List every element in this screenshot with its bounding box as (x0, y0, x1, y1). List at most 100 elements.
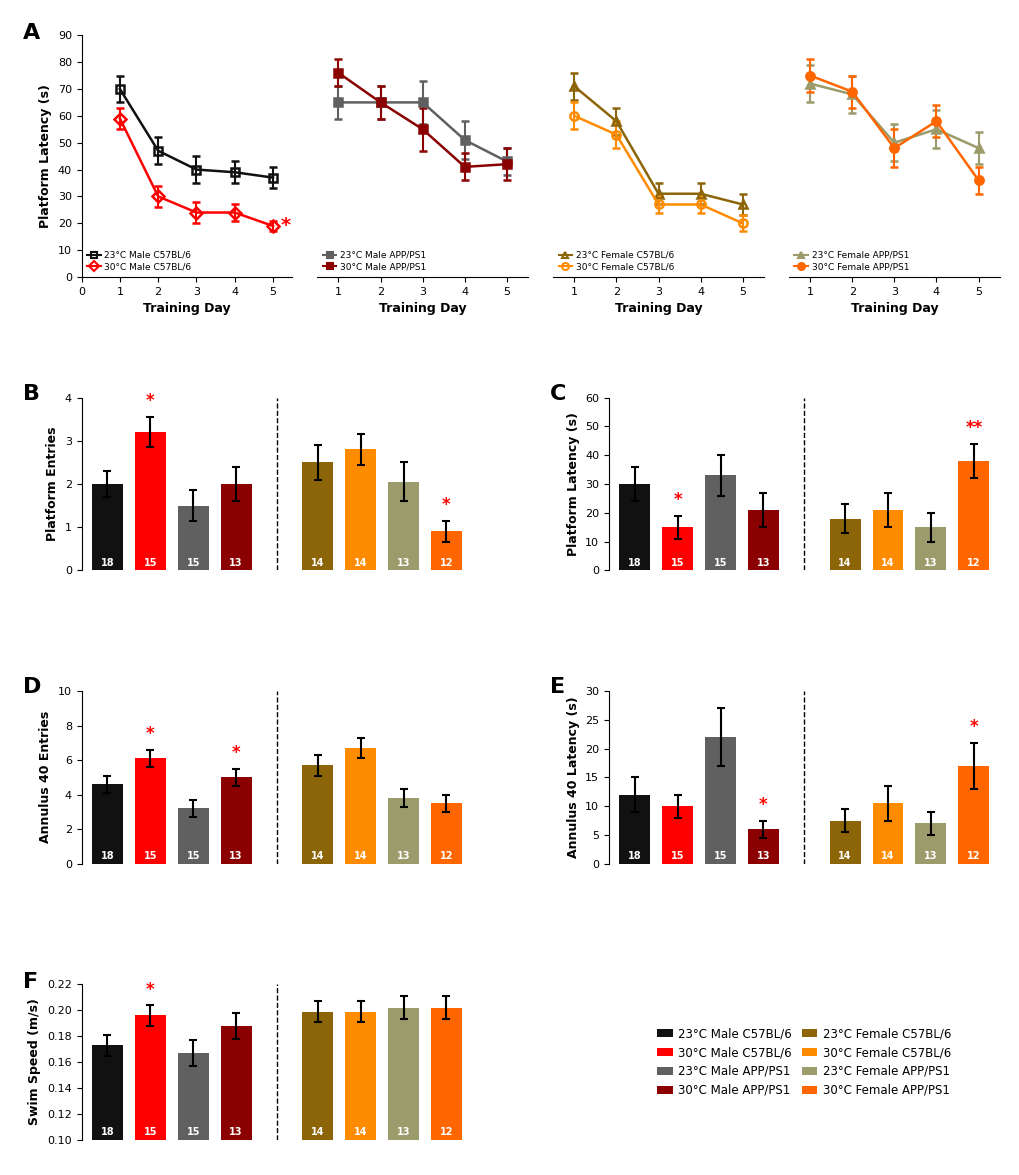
Text: 14: 14 (880, 851, 894, 861)
Bar (177, 505, 209, 570)
Text: *: * (758, 795, 767, 813)
Bar (387, 1008, 419, 1175)
Bar (871, 510, 903, 570)
Bar (958, 766, 988, 864)
Text: 13: 13 (756, 558, 769, 568)
Bar (92, 1046, 122, 1175)
Text: *: * (441, 496, 450, 513)
Y-axis label: Platform Latency (s): Platform Latency (s) (39, 85, 52, 228)
Bar (661, 806, 693, 864)
Bar (958, 461, 988, 570)
Text: 18: 18 (628, 851, 641, 861)
Bar (431, 804, 462, 864)
Bar (387, 798, 419, 864)
Text: *: * (280, 216, 290, 235)
Bar (220, 484, 252, 570)
X-axis label: Training Day: Training Day (614, 302, 702, 315)
Y-axis label: Platform Latency (s): Platform Latency (s) (566, 412, 579, 556)
Text: 13: 13 (229, 1128, 243, 1137)
Text: *: * (969, 718, 977, 736)
Text: *: * (146, 392, 155, 410)
Text: 15: 15 (186, 1128, 200, 1137)
Text: E: E (550, 677, 565, 697)
Text: 15: 15 (671, 851, 684, 861)
Text: 13: 13 (396, 1128, 410, 1137)
Text: 15: 15 (144, 558, 157, 568)
Text: 14: 14 (311, 1128, 324, 1137)
Text: *: * (146, 981, 155, 999)
Bar (828, 820, 860, 864)
Bar (135, 1015, 165, 1175)
Text: 12: 12 (966, 558, 979, 568)
Text: *: * (146, 725, 155, 743)
Text: 15: 15 (713, 558, 727, 568)
Text: C: C (550, 384, 567, 404)
Y-axis label: Swim Speed (m/s): Swim Speed (m/s) (29, 999, 42, 1126)
Bar (704, 737, 736, 864)
Text: B: B (23, 384, 40, 404)
Bar (135, 432, 165, 570)
Bar (302, 1012, 333, 1175)
X-axis label: Training Day: Training Day (143, 302, 230, 315)
Bar (747, 830, 779, 864)
Bar (619, 794, 649, 864)
Text: 14: 14 (354, 1128, 367, 1137)
Text: 15: 15 (713, 851, 727, 861)
Bar (619, 484, 649, 570)
Text: 18: 18 (101, 558, 114, 568)
Text: 13: 13 (756, 851, 769, 861)
Bar (747, 510, 779, 570)
Bar (871, 804, 903, 864)
X-axis label: Training Day: Training Day (378, 302, 466, 315)
Bar (302, 463, 333, 570)
Legend: 23°C Female C57BL/6, 30°C Female C57BL/6: 23°C Female C57BL/6, 30°C Female C57BL/6 (557, 250, 675, 273)
Bar (915, 528, 946, 570)
Legend: 23°C Female APP/PS1, 30°C Female APP/PS1: 23°C Female APP/PS1, 30°C Female APP/PS1 (793, 250, 909, 273)
Text: 14: 14 (311, 558, 324, 568)
Bar (828, 518, 860, 570)
Text: 14: 14 (311, 851, 324, 861)
Bar (302, 765, 333, 864)
Text: 14: 14 (354, 851, 367, 861)
Text: 18: 18 (101, 851, 114, 861)
Text: 15: 15 (186, 851, 200, 861)
Bar (92, 484, 122, 570)
Text: 13: 13 (229, 851, 243, 861)
Text: 14: 14 (838, 851, 851, 861)
Text: **: ** (964, 418, 981, 437)
Text: 13: 13 (923, 851, 936, 861)
Bar (704, 476, 736, 570)
Text: 13: 13 (396, 558, 410, 568)
Legend: 23°C Male APP/PS1, 30°C Male APP/PS1: 23°C Male APP/PS1, 30°C Male APP/PS1 (322, 250, 427, 273)
Text: 18: 18 (101, 1128, 114, 1137)
X-axis label: Training Day: Training Day (850, 302, 937, 315)
Bar (344, 1012, 376, 1175)
Text: 14: 14 (354, 558, 367, 568)
Text: 14: 14 (838, 558, 851, 568)
Bar (92, 784, 122, 864)
Y-axis label: Annulus 40 Latency (s): Annulus 40 Latency (s) (566, 697, 579, 858)
Bar (344, 748, 376, 864)
Bar (177, 808, 209, 864)
Bar (220, 778, 252, 864)
Bar (431, 531, 462, 570)
Text: 13: 13 (923, 558, 936, 568)
Text: 13: 13 (229, 558, 243, 568)
Bar (177, 1053, 209, 1175)
Bar (387, 482, 419, 570)
Text: 12: 12 (439, 558, 452, 568)
Bar (220, 1026, 252, 1175)
Text: D: D (23, 677, 42, 697)
Text: 15: 15 (144, 1128, 157, 1137)
Legend: 23°C Male C57BL/6, 30°C Male C57BL/6, 23°C Male APP/PS1, 30°C Male APP/PS1, 23°C: 23°C Male C57BL/6, 30°C Male C57BL/6, 23… (654, 1025, 953, 1100)
Text: *: * (231, 744, 240, 761)
Text: A: A (22, 24, 40, 43)
Bar (344, 450, 376, 570)
Text: 12: 12 (966, 851, 979, 861)
Text: 13: 13 (396, 851, 410, 861)
Legend: 23°C Male C57BL/6, 30°C Male C57BL/6: 23°C Male C57BL/6, 30°C Male C57BL/6 (86, 250, 192, 273)
Bar (135, 758, 165, 864)
Bar (915, 824, 946, 864)
Text: 12: 12 (439, 851, 452, 861)
Y-axis label: Platform Entries: Platform Entries (46, 427, 59, 542)
